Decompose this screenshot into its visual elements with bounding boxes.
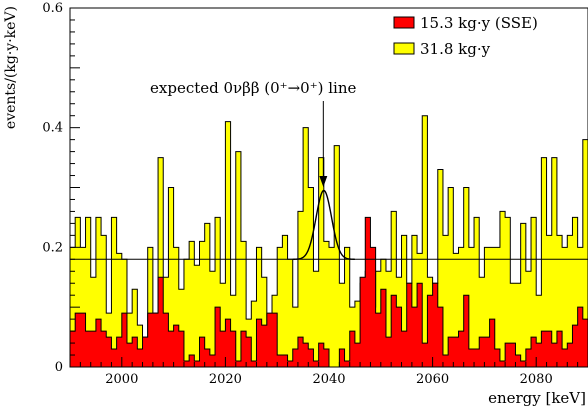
x-tick-label: 2040 <box>312 372 345 387</box>
annotation: expected 0νββ (0⁺→0⁺) line <box>150 79 356 187</box>
histogram-bars <box>69 115 588 368</box>
legend-swatch <box>393 42 415 55</box>
y-tick-label: 0 <box>55 360 63 375</box>
annotation-text: expected 0νββ (0⁺→0⁺) line <box>150 79 356 97</box>
x-axis-label: energy [keV] <box>488 389 586 407</box>
x-tick-label: 2020 <box>209 372 242 387</box>
annotation-arrowhead <box>319 176 328 187</box>
y-tick-label: 0.2 <box>42 240 63 255</box>
y-tick-label: 0.4 <box>42 121 63 136</box>
legend-label: 31.8 kg·y <box>420 40 491 58</box>
legend-label: 15.3 kg·y (SSE) <box>420 14 538 32</box>
x-axis: 2000 2020 2040 2060 2080 <box>69 357 588 387</box>
x-tick-label: 2000 <box>105 372 138 387</box>
expected-line-curve <box>292 189 355 260</box>
x-tick-label: 2080 <box>520 372 553 387</box>
y-axis-label: events/(kg·y·keV) <box>3 6 19 129</box>
legend: 15.3 kg·y (SSE) 31.8 kg·y <box>393 14 538 58</box>
x-tick-label: 2060 <box>416 372 449 387</box>
legend-swatch <box>393 16 415 29</box>
y-tick-label: 0.6 <box>42 1 63 16</box>
y-axis: 0 0.2 0.4 0.6 <box>42 1 80 375</box>
